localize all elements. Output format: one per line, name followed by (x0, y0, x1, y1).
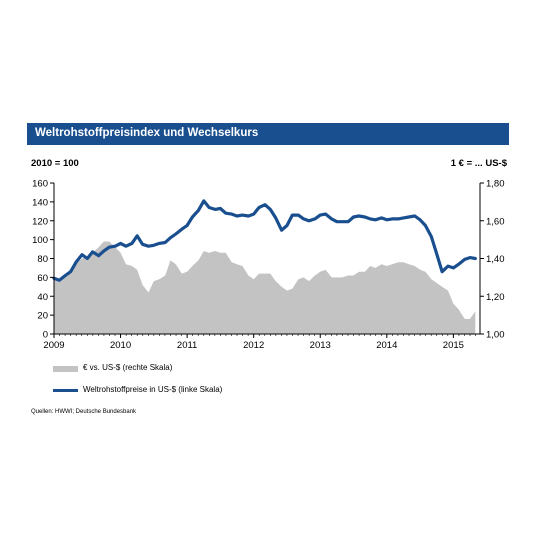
right-axis-unit-label: 1 € = ... US-$ (450, 158, 507, 169)
x-tick-label: 2014 (376, 340, 397, 351)
chart-title: Weltrohstoffpreisindex und Wechselkurs (35, 127, 259, 139)
right-y-tick-label: 1,80 (486, 179, 505, 190)
legend-swatch-area (53, 366, 78, 372)
x-tick-label: 2013 (310, 340, 331, 351)
series-line-commodity-prices (52, 199, 477, 282)
left-y-tick-label: 60 (37, 273, 48, 284)
left-y-tick-label: 140 (32, 197, 48, 208)
left-y-tick-label: 40 (37, 292, 48, 303)
x-tick-label: 2011 (177, 340, 197, 351)
left-axis-unit-label: 2010 = 100 (31, 158, 79, 169)
x-tick-label: 2009 (43, 340, 64, 351)
right-y-tick-label: 1,60 (486, 216, 505, 227)
left-y-tick-label: 120 (32, 216, 48, 227)
series-area-eur-usd (54, 241, 476, 334)
left-y-tick-label: 100 (32, 235, 48, 246)
x-tick-label: 2015 (443, 340, 464, 351)
legend-label-line: Weltrohstoffpreise in US-$ (linke Skala) (83, 385, 223, 394)
legend-swatch-line (53, 389, 78, 392)
right-y-tick-label: 1,00 (486, 330, 505, 341)
left-y-tick-label: 0 (43, 330, 48, 341)
chart-title-bar: Weltrohstoffpreisindex und Wechselkurs (27, 123, 509, 145)
right-y-tick-label: 1,40 (486, 254, 505, 265)
right-y-tick-label: 1,20 (486, 292, 505, 303)
left-y-tick-label: 160 (32, 179, 48, 190)
source-note: Quellen: HWWI; Deutsche Bundesbank (31, 409, 137, 415)
left-y-tick-label: 20 (37, 311, 48, 322)
x-tick-label: 2012 (243, 340, 264, 351)
legend-label-area: € vs. US-$ (rechte Skala) (83, 363, 173, 372)
x-tick-label: 2010 (110, 340, 131, 351)
left-y-tick-label: 80 (37, 254, 48, 265)
